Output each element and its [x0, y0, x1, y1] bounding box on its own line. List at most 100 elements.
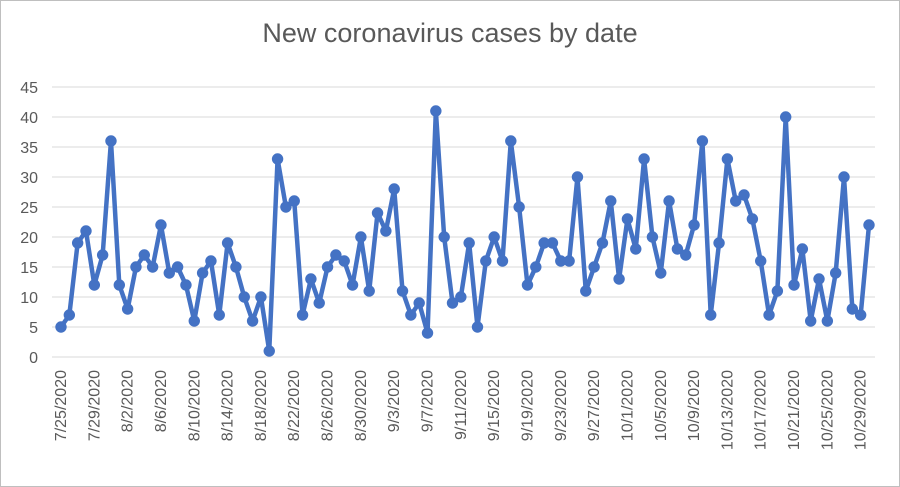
data-point	[521, 279, 534, 291]
y-tick-label: 30	[20, 170, 38, 187]
data-point	[621, 213, 634, 225]
x-tick-label: 8/2/2020	[120, 370, 137, 432]
x-tick-label: 8/30/2020	[353, 370, 370, 441]
data-point	[163, 267, 175, 279]
data-point	[171, 261, 184, 273]
series-group	[55, 105, 875, 357]
x-tick-label: 8/22/2020	[286, 370, 303, 441]
series-line	[58, 108, 872, 354]
data-point	[780, 111, 792, 123]
data-point	[80, 225, 92, 237]
x-tick-label: 10/13/2020	[719, 370, 736, 450]
data-point	[230, 261, 242, 273]
data-point	[130, 261, 142, 273]
data-point	[363, 285, 375, 297]
data-point	[280, 201, 292, 213]
data-point	[630, 243, 642, 255]
x-tick-label: 7/25/2020	[53, 370, 70, 441]
y-tick-label: 25	[20, 200, 38, 217]
x-tick-label: 10/29/2020	[853, 370, 870, 450]
data-point	[355, 231, 367, 243]
data-point	[205, 255, 217, 267]
data-point	[530, 261, 542, 273]
data-point	[638, 153, 650, 165]
x-tick-label: 7/29/2020	[86, 370, 103, 441]
data-point	[330, 249, 342, 261]
x-tick-label: 9/23/2020	[553, 370, 570, 441]
data-point	[688, 219, 700, 231]
data-point	[763, 309, 775, 321]
data-point	[121, 303, 134, 315]
data-point	[421, 327, 434, 339]
data-point	[505, 135, 517, 147]
data-point	[721, 153, 734, 165]
x-tick-label: 10/25/2020	[819, 370, 836, 450]
x-tick-label: 9/15/2020	[486, 370, 503, 441]
data-point	[288, 195, 300, 207]
data-point	[138, 249, 150, 261]
data-point	[730, 195, 742, 207]
x-tick-label: 10/21/2020	[786, 370, 803, 450]
data-point	[405, 309, 417, 321]
data-point	[338, 255, 350, 267]
data-point	[746, 213, 759, 225]
data-point	[255, 291, 267, 303]
x-tick-label: 9/19/2020	[519, 370, 536, 441]
data-point	[96, 249, 109, 261]
data-point	[463, 237, 475, 249]
data-point	[646, 231, 659, 243]
data-point	[613, 273, 625, 285]
x-tick-label: 10/17/2020	[753, 370, 770, 450]
data-point	[788, 279, 800, 291]
data-point	[696, 135, 709, 147]
data-point	[846, 303, 859, 315]
x-tick-label: 9/7/2020	[420, 370, 437, 432]
data-point	[680, 249, 692, 261]
data-point	[380, 225, 392, 237]
data-point	[388, 183, 400, 195]
data-point	[55, 321, 67, 333]
y-tick-label: 15	[20, 260, 38, 277]
data-point	[546, 237, 559, 249]
data-point	[105, 135, 117, 147]
x-tick-label: 8/6/2020	[153, 370, 170, 432]
data-point	[188, 315, 200, 327]
data-point	[305, 273, 317, 285]
data-point	[238, 291, 250, 303]
data-point	[605, 195, 617, 207]
data-point	[813, 273, 825, 285]
y-tick-label: 40	[20, 110, 38, 127]
data-point	[580, 285, 592, 297]
data-point	[455, 291, 467, 303]
data-point	[113, 279, 126, 291]
data-point	[829, 267, 842, 279]
data-point	[738, 189, 750, 201]
data-point	[655, 267, 667, 279]
data-point	[596, 237, 609, 249]
data-point	[671, 243, 684, 255]
data-point	[821, 315, 834, 327]
x-axis-ticks: 7/25/2020 7/29/2020 8/2/2020 8/6/2020 8/10/2…	[53, 370, 870, 450]
data-point	[413, 297, 425, 309]
data-point	[321, 261, 334, 273]
data-point	[446, 297, 459, 309]
data-point	[246, 315, 259, 327]
data-point	[88, 279, 101, 291]
data-point	[771, 285, 784, 297]
x-tick-label: 9/27/2020	[586, 370, 603, 441]
x-tick-label: 10/9/2020	[686, 370, 703, 441]
data-point	[804, 315, 817, 327]
x-tick-label: 9/11/2020	[453, 370, 470, 440]
data-point	[488, 231, 500, 243]
x-tick-label: 10/5/2020	[653, 370, 670, 441]
data-point	[588, 261, 600, 273]
data-point	[496, 255, 509, 267]
data-point	[213, 309, 225, 321]
data-point	[396, 285, 409, 297]
x-tick-label: 10/1/2020	[619, 370, 636, 441]
data-point	[180, 279, 192, 291]
data-point	[513, 201, 525, 213]
data-point	[371, 207, 384, 219]
